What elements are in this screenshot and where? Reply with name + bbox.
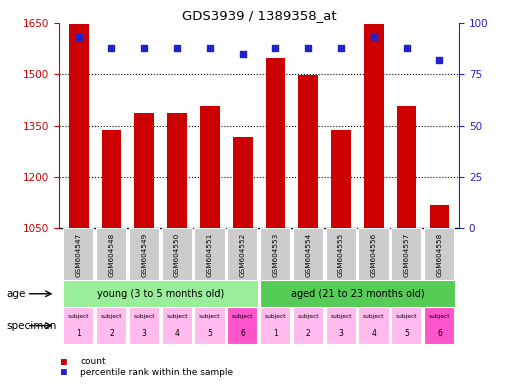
Point bbox=[337, 45, 345, 51]
Text: 4: 4 bbox=[371, 329, 377, 338]
Bar bbox=[134, 113, 154, 228]
Bar bbox=[359, 228, 389, 280]
Bar bbox=[63, 307, 93, 344]
Bar bbox=[424, 307, 454, 344]
Bar bbox=[260, 280, 455, 307]
Text: GSM604549: GSM604549 bbox=[141, 233, 147, 277]
Point bbox=[239, 51, 247, 57]
Bar bbox=[391, 228, 421, 280]
Text: subject: subject bbox=[232, 314, 253, 319]
Bar bbox=[326, 307, 356, 344]
Bar bbox=[331, 130, 351, 228]
Text: age: age bbox=[6, 289, 26, 299]
Text: GSM604556: GSM604556 bbox=[371, 233, 377, 277]
Bar bbox=[391, 307, 421, 344]
Point bbox=[370, 34, 378, 40]
Point bbox=[304, 45, 312, 51]
Bar bbox=[359, 307, 389, 344]
Text: percentile rank within the sample: percentile rank within the sample bbox=[80, 368, 233, 377]
Text: subject: subject bbox=[363, 314, 385, 319]
Text: subject: subject bbox=[429, 314, 450, 319]
Text: GSM604552: GSM604552 bbox=[240, 233, 246, 277]
Text: subject: subject bbox=[68, 314, 89, 319]
Bar bbox=[194, 228, 225, 280]
Text: subject: subject bbox=[199, 314, 221, 319]
Bar bbox=[194, 307, 225, 344]
Text: 5: 5 bbox=[207, 329, 212, 338]
Text: 2: 2 bbox=[306, 329, 311, 338]
Bar bbox=[424, 228, 454, 280]
Bar bbox=[260, 307, 290, 344]
Bar bbox=[293, 307, 323, 344]
Text: subject: subject bbox=[330, 314, 352, 319]
Bar bbox=[227, 228, 258, 280]
Text: GSM604547: GSM604547 bbox=[76, 233, 82, 277]
Text: 3: 3 bbox=[339, 329, 344, 338]
Bar bbox=[397, 106, 417, 228]
Bar bbox=[167, 113, 187, 228]
Bar bbox=[227, 307, 258, 344]
Text: GSM604551: GSM604551 bbox=[207, 233, 213, 277]
Text: 2: 2 bbox=[109, 329, 114, 338]
Bar bbox=[293, 228, 323, 280]
Point bbox=[206, 45, 214, 51]
Bar bbox=[96, 228, 126, 280]
Text: count: count bbox=[80, 357, 106, 366]
Point bbox=[173, 45, 181, 51]
Text: 6: 6 bbox=[240, 329, 245, 338]
Text: young (3 to 5 months old): young (3 to 5 months old) bbox=[97, 289, 224, 299]
Bar bbox=[326, 228, 356, 280]
Bar bbox=[69, 24, 89, 228]
Text: GSM604555: GSM604555 bbox=[338, 233, 344, 277]
Bar bbox=[233, 137, 252, 228]
Bar bbox=[429, 205, 449, 228]
Text: 1: 1 bbox=[76, 329, 81, 338]
Bar bbox=[162, 307, 192, 344]
Point bbox=[403, 45, 411, 51]
Bar bbox=[96, 307, 126, 344]
Point bbox=[107, 45, 115, 51]
Point bbox=[436, 57, 444, 63]
Text: GSM604548: GSM604548 bbox=[108, 233, 114, 277]
Text: specimen: specimen bbox=[6, 321, 56, 331]
Text: aged (21 to 23 months old): aged (21 to 23 months old) bbox=[291, 289, 424, 299]
Bar bbox=[63, 280, 258, 307]
Text: GSM604558: GSM604558 bbox=[437, 233, 442, 277]
Bar bbox=[200, 106, 220, 228]
Text: GSM604553: GSM604553 bbox=[272, 233, 279, 277]
Bar bbox=[266, 58, 285, 228]
Text: subject: subject bbox=[101, 314, 122, 319]
Text: subject: subject bbox=[166, 314, 188, 319]
Point bbox=[74, 34, 83, 40]
Title: GDS3939 / 1389358_at: GDS3939 / 1389358_at bbox=[182, 9, 337, 22]
Text: 1: 1 bbox=[273, 329, 278, 338]
Bar bbox=[364, 24, 384, 228]
Text: subject: subject bbox=[298, 314, 319, 319]
Bar bbox=[63, 228, 93, 280]
Text: ■: ■ bbox=[61, 357, 66, 367]
Text: GSM604557: GSM604557 bbox=[404, 233, 410, 277]
Text: GSM604554: GSM604554 bbox=[305, 233, 311, 277]
Bar bbox=[299, 75, 318, 228]
Bar bbox=[129, 228, 159, 280]
Text: GSM604550: GSM604550 bbox=[174, 233, 180, 277]
Text: subject: subject bbox=[265, 314, 286, 319]
Text: 6: 6 bbox=[437, 329, 442, 338]
Point bbox=[271, 45, 280, 51]
Bar bbox=[102, 130, 121, 228]
Text: 3: 3 bbox=[142, 329, 147, 338]
Text: ■: ■ bbox=[61, 367, 66, 377]
Text: subject: subject bbox=[133, 314, 155, 319]
Text: 5: 5 bbox=[404, 329, 409, 338]
Point bbox=[140, 45, 148, 51]
Bar bbox=[260, 228, 290, 280]
Bar bbox=[129, 307, 159, 344]
Text: subject: subject bbox=[396, 314, 418, 319]
Text: 4: 4 bbox=[174, 329, 180, 338]
Bar bbox=[162, 228, 192, 280]
